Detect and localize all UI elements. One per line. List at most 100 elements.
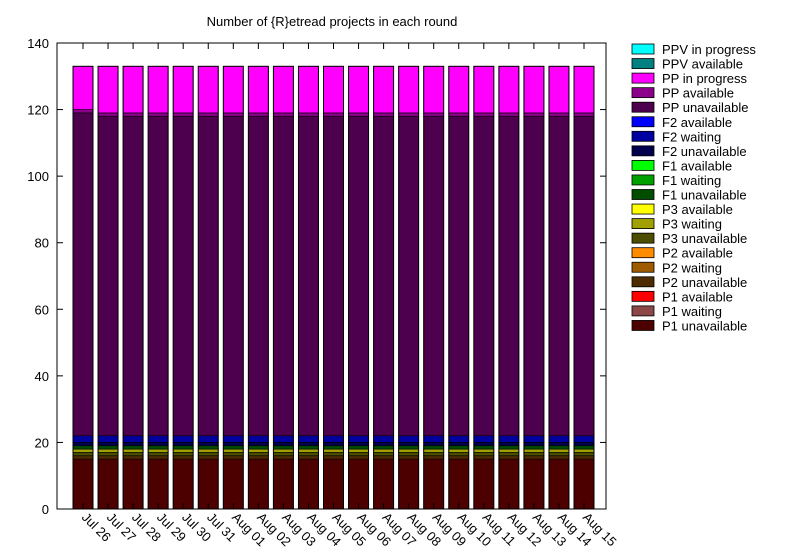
y-tick-label: 60 <box>35 302 49 317</box>
bar-segment <box>498 455 520 460</box>
bar-segment <box>373 112 394 117</box>
bar-segment <box>273 455 294 460</box>
bar-segment <box>348 66 369 114</box>
bar-segment <box>323 435 344 443</box>
bar-segment <box>172 455 194 460</box>
bar-segment <box>223 448 244 453</box>
bar-segment <box>548 455 570 460</box>
bar-segment <box>573 458 595 510</box>
bar-segment <box>473 455 495 460</box>
bar-segment <box>72 445 94 450</box>
bar-segment <box>398 452 419 457</box>
bar-segment <box>147 115 169 437</box>
bar-segment <box>223 445 244 450</box>
bar-segment <box>97 435 119 443</box>
bar-segment <box>273 442 294 447</box>
bar-segment <box>473 448 495 453</box>
legend-swatch <box>631 116 655 128</box>
bar-segment <box>147 448 169 453</box>
bar-segment <box>147 112 169 117</box>
bar-segment <box>72 455 94 460</box>
bar-segment <box>122 445 144 450</box>
legend-swatch <box>631 58 655 69</box>
legend-swatch <box>631 276 655 288</box>
bar-segment <box>298 445 319 450</box>
bar-segment <box>273 448 294 453</box>
bar-segment <box>423 112 445 117</box>
bar-segment <box>498 458 520 510</box>
bar-segment <box>448 66 470 114</box>
legend-label: PP unavailable <box>662 100 749 115</box>
bar-segment <box>398 455 419 460</box>
bar-segment <box>172 445 194 450</box>
bar-segment <box>72 112 94 437</box>
bar-segment <box>523 435 545 443</box>
bar-segment <box>223 115 244 437</box>
bar-segment <box>573 115 595 437</box>
bar-segment <box>448 442 470 447</box>
bar-segment <box>323 455 344 460</box>
bar-segment <box>172 66 194 114</box>
bar-segment <box>147 435 169 443</box>
bar-segment <box>323 442 344 447</box>
bar-segment <box>548 115 570 437</box>
bar-segment <box>448 458 470 510</box>
legend-label: PP in progress <box>662 71 748 86</box>
bar-segment <box>223 442 244 447</box>
bar-segment <box>448 115 470 437</box>
legend-label: F1 available <box>662 158 732 173</box>
legend-label: F2 waiting <box>662 129 721 144</box>
bar-segment <box>573 435 595 443</box>
bar-segment <box>147 66 169 114</box>
bar-segment <box>373 442 394 447</box>
legend-swatch <box>631 203 655 215</box>
legend-swatch <box>631 305 655 317</box>
bar-segment <box>248 112 269 117</box>
bar-segment <box>423 445 445 450</box>
bar-segment <box>298 66 319 114</box>
bar-segment <box>122 66 144 114</box>
bar-segment <box>147 458 169 510</box>
bar-segment <box>348 448 369 453</box>
legend-label: P2 available <box>662 246 733 261</box>
bar-segment <box>498 448 520 453</box>
bar-segment <box>273 115 294 437</box>
bar-segment <box>97 455 119 460</box>
bar-segment <box>548 452 570 457</box>
bar-segment <box>298 435 319 443</box>
bar-segment <box>72 66 94 110</box>
bar-segment <box>473 452 495 457</box>
bar-segment <box>197 458 219 510</box>
bar-segment <box>172 448 194 453</box>
y-tick-label: 20 <box>35 435 49 450</box>
bar-segment <box>72 442 94 447</box>
bar-segment <box>448 435 470 443</box>
bar-segment <box>197 442 219 447</box>
bar-segment <box>373 445 394 450</box>
bar-segment <box>523 448 545 453</box>
bar-segment <box>97 452 119 457</box>
bar-segment <box>97 66 119 114</box>
bar-segment <box>323 448 344 453</box>
bar-segment <box>573 448 595 453</box>
bar-segment <box>172 452 194 457</box>
bar-segment <box>498 452 520 457</box>
bar-segment <box>298 458 319 510</box>
y-tick-label: 80 <box>35 236 49 251</box>
bar-segment <box>273 66 294 114</box>
bar-segment <box>72 109 94 114</box>
bar-segment <box>122 458 144 510</box>
bar-segment <box>448 452 470 457</box>
bar-segment <box>223 66 244 114</box>
bar-segment <box>473 458 495 510</box>
bar-segment <box>197 452 219 457</box>
bar-segment <box>523 455 545 460</box>
bar-segment <box>348 442 369 447</box>
bar-segment <box>398 435 419 443</box>
y-tick-label: 120 <box>27 103 49 118</box>
legend-label: P1 available <box>662 289 733 304</box>
legend-label: F1 waiting <box>662 173 721 188</box>
bar-segment <box>373 455 394 460</box>
bar-segment <box>122 452 144 457</box>
bar-segment <box>122 442 144 447</box>
